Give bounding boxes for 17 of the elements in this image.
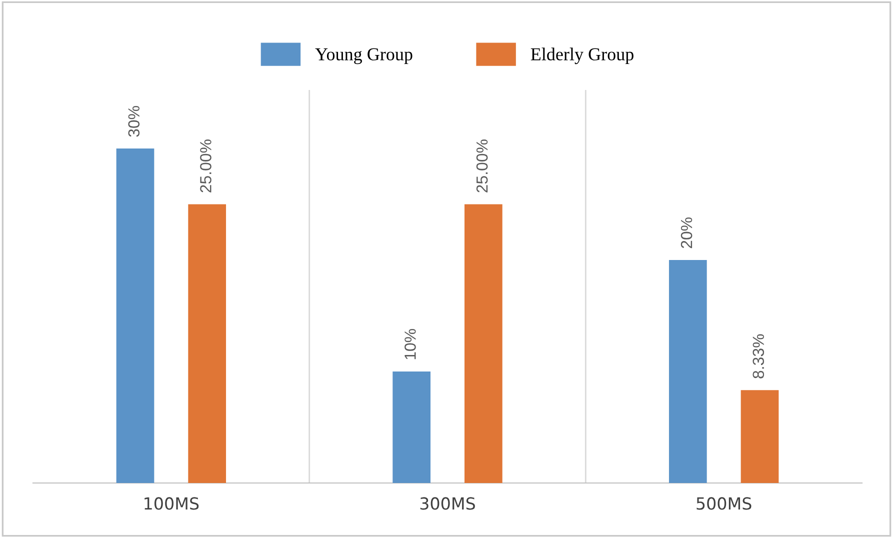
x-tick-label: 100MS (144, 497, 199, 510)
legend-label: Elderly Group (530, 48, 634, 64)
x-tick-label: 500MS (696, 497, 752, 510)
bar (188, 204, 226, 483)
bar (392, 372, 431, 483)
data-label: 30% (128, 106, 140, 137)
x-tick-label: 300MS (420, 497, 475, 510)
data-label: 10% (404, 329, 416, 360)
data-label: 8.33% (752, 334, 764, 378)
bar (116, 148, 154, 483)
bar (668, 260, 707, 483)
data-label: 25.00% (476, 140, 488, 192)
bar (464, 204, 502, 483)
bar (740, 390, 779, 483)
legend-label: Young Group (315, 48, 412, 64)
data-label: 20% (680, 218, 692, 248)
data-label: 25.00% (200, 140, 212, 192)
